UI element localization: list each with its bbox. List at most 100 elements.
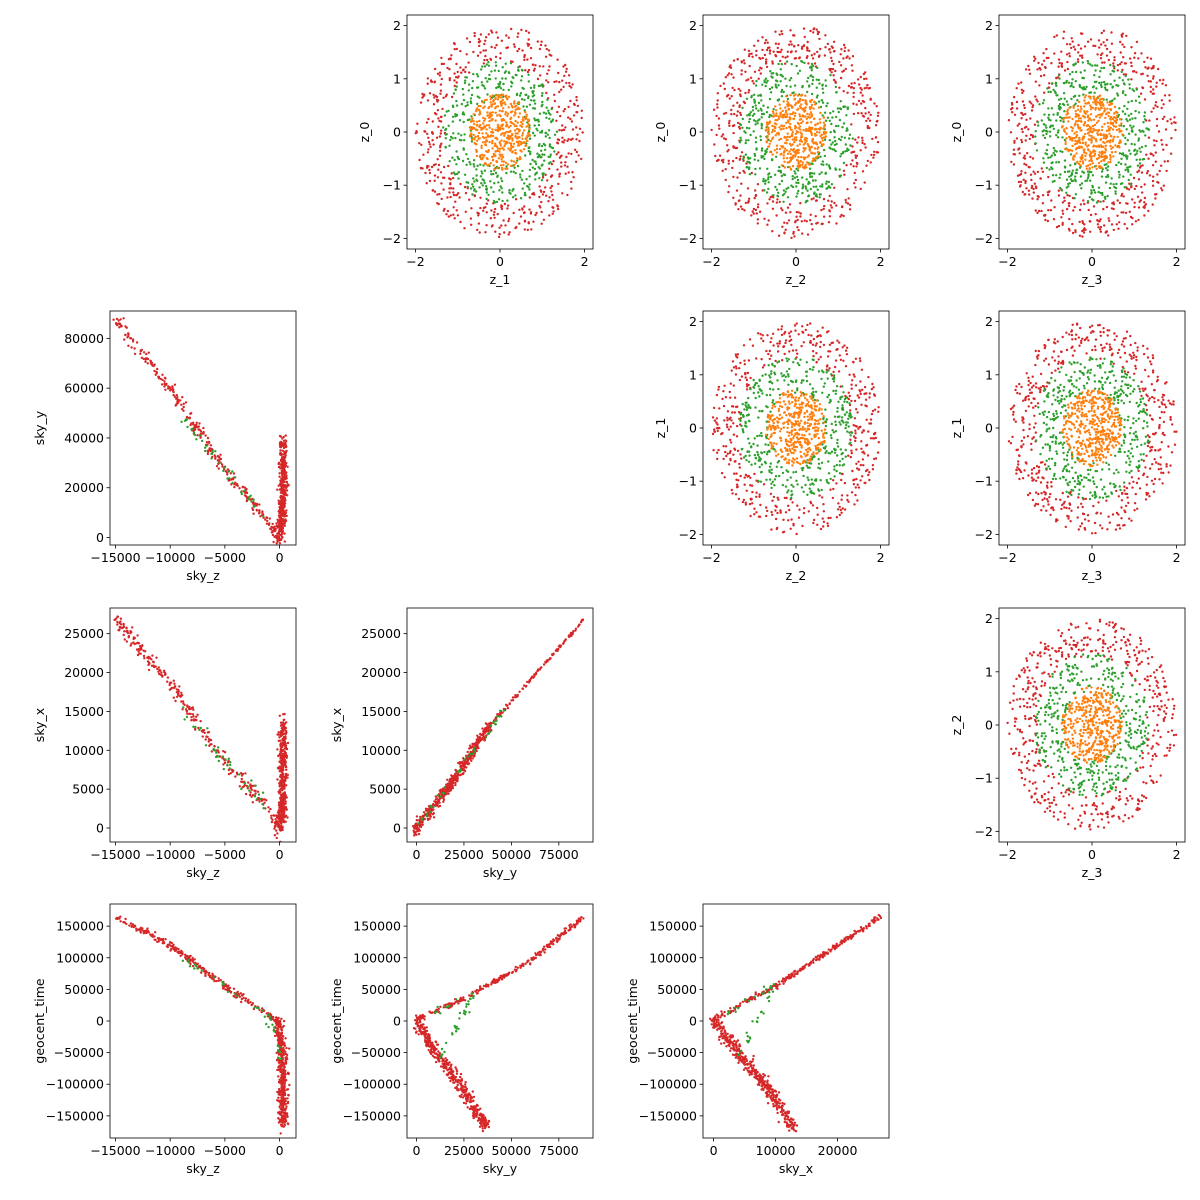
point (810, 74, 813, 77)
point (455, 99, 458, 103)
point (767, 364, 770, 367)
point (525, 93, 528, 97)
point (476, 135, 480, 138)
point (478, 110, 482, 113)
point (733, 88, 736, 92)
point (840, 498, 843, 501)
point (788, 165, 791, 169)
point (471, 183, 474, 186)
point (872, 386, 875, 389)
point (849, 441, 852, 444)
point (531, 63, 535, 66)
point (794, 103, 797, 107)
point (1055, 84, 1058, 87)
point (757, 77, 760, 81)
point (861, 431, 864, 434)
point (764, 152, 767, 155)
point (814, 103, 817, 106)
point (1120, 61, 1123, 64)
point (514, 161, 518, 165)
point (492, 190, 495, 194)
point (1126, 155, 1129, 158)
point (726, 419, 729, 422)
point (1126, 202, 1129, 205)
point (1057, 224, 1061, 228)
point (1020, 88, 1023, 92)
point (790, 236, 793, 240)
point (1107, 114, 1110, 118)
point (540, 200, 543, 204)
point (527, 95, 530, 98)
point (520, 178, 523, 181)
point (1111, 121, 1115, 125)
point (821, 391, 824, 394)
point (454, 76, 458, 79)
point (524, 144, 527, 148)
point (457, 192, 460, 195)
point (823, 204, 826, 208)
point (545, 91, 548, 95)
point (1103, 61, 1106, 64)
point (728, 390, 731, 394)
point (546, 72, 549, 76)
point (1089, 179, 1092, 182)
point (794, 57, 798, 60)
point (430, 80, 433, 83)
point (469, 132, 473, 135)
point (765, 453, 769, 456)
point (567, 116, 570, 119)
point (830, 341, 833, 345)
point (1065, 137, 1068, 140)
point (758, 434, 761, 437)
point (462, 111, 465, 114)
point (1027, 64, 1030, 68)
point (1105, 230, 1109, 233)
point (1121, 192, 1124, 196)
point (1031, 104, 1035, 107)
point (817, 358, 820, 361)
point (1030, 102, 1033, 105)
point (464, 105, 467, 108)
point (832, 374, 836, 377)
point (722, 82, 725, 85)
point (871, 409, 875, 413)
point (517, 115, 520, 119)
point (1120, 211, 1123, 214)
point (813, 147, 817, 150)
point (808, 466, 811, 469)
point (476, 54, 480, 57)
point (802, 474, 805, 478)
point (846, 498, 849, 502)
point (1058, 77, 1061, 80)
point (1021, 91, 1024, 95)
point (724, 111, 728, 115)
point (1076, 108, 1080, 111)
point (1150, 110, 1153, 113)
point (556, 142, 560, 145)
point (1063, 69, 1067, 72)
point (811, 228, 814, 231)
point (1020, 138, 1023, 142)
point (545, 116, 548, 120)
point (848, 373, 851, 376)
point (448, 78, 451, 82)
point (453, 158, 456, 162)
point (712, 108, 716, 111)
point (748, 442, 751, 445)
point (822, 163, 825, 166)
point (1124, 168, 1127, 172)
point (455, 104, 459, 107)
point (507, 106, 510, 109)
point (828, 215, 832, 218)
point (1143, 196, 1147, 200)
point (784, 190, 787, 193)
point (1043, 136, 1047, 140)
point (743, 476, 746, 479)
point (842, 122, 846, 125)
point (426, 77, 430, 80)
point (744, 454, 747, 458)
point (1152, 154, 1155, 157)
point (1132, 176, 1136, 180)
point (777, 345, 780, 348)
point (449, 195, 452, 199)
